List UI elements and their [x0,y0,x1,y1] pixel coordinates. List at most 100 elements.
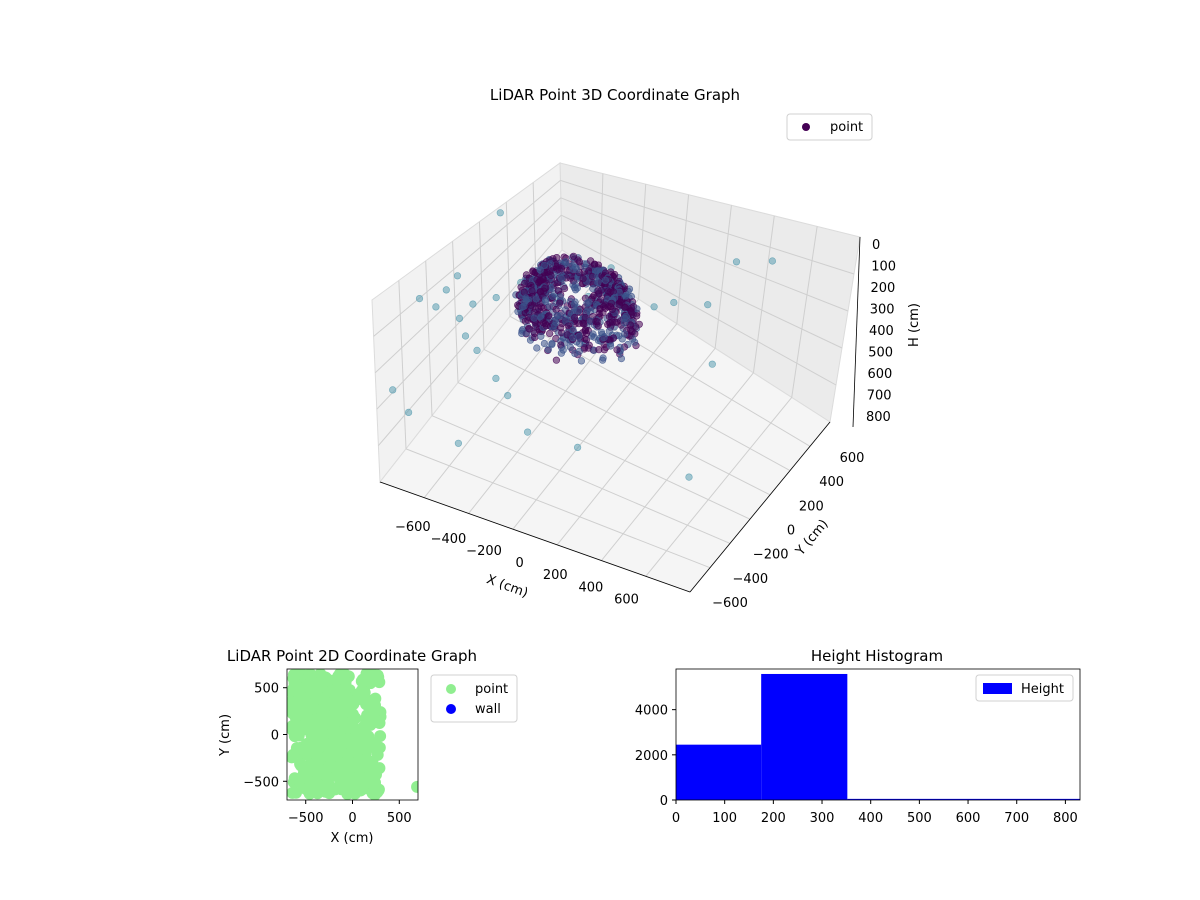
point-3d [536,266,544,274]
point-3d [589,330,597,338]
grid-line-3d [560,179,855,275]
point-3d [620,319,629,327]
point-2d [290,742,303,754]
point-3d [563,331,571,339]
y-tick-label-3d: 0 [787,524,795,539]
legend-histogram-box [975,674,1074,702]
point-3d [520,279,529,288]
grid-line-3d [676,194,690,324]
point-3d [557,265,565,273]
x-tick-label-histogram: 300 [810,811,835,826]
grid-line-3d [505,202,511,317]
point-2d [340,781,353,794]
point-3d [595,346,603,354]
point-2d [355,784,368,797]
ticks-2d: −500 −500 0 0 500 500 [243,682,411,826]
y-axis-label-3d: Y (cm) [792,517,831,560]
grid-line-3d [425,260,433,416]
point-3d [622,312,630,321]
points-3d [389,209,777,481]
x-tick-label-2d: −500 [288,811,324,826]
point-3d [540,339,549,348]
z-tick-label-3d: 700 [867,389,892,404]
point-3d [492,294,500,302]
point-3d [570,300,578,309]
point-2d [340,721,353,734]
point-2d [333,746,346,759]
point-3d [650,303,658,311]
grid-line-3d [512,323,678,530]
point-3d [585,341,593,349]
legend-2d-wall-marker [446,704,456,714]
legend-histogram: Height [975,674,1074,702]
x-tick-label-histogram: 600 [956,811,981,826]
point-2d [411,780,418,793]
point-3d [594,322,602,330]
point-3d [685,473,693,481]
x-tick-label-histogram: 100 [712,811,737,826]
y-tick-label-2d: 0 [271,729,279,744]
point-3d [556,299,564,307]
point-3d [605,327,613,335]
point-3d [542,322,551,330]
point-3d [527,301,535,309]
point-3d [670,298,678,307]
point-2d [294,758,307,770]
x-tick-label-3d: 0 [516,556,524,571]
z-tick-label-3d: 300 [870,303,895,318]
point-3d [537,303,545,311]
grid-line-3d [405,448,711,569]
point-2d [306,783,319,796]
point-3d [545,302,553,310]
point-3d [542,297,550,306]
point-3d [582,329,591,338]
histogram-bar [761,673,848,800]
point-3d [617,355,626,363]
point-3d [626,321,635,329]
point-3d [469,300,477,308]
point-3d [613,346,621,354]
chart-2d: LiDAR Point 2D Coordinate Graph −500−500… [218,647,518,846]
point-2d [342,754,355,767]
point-2d [317,728,330,741]
point-3d [570,313,579,322]
x-axis-line [379,481,691,593]
grid-line-3d [791,226,818,398]
point-3d [571,349,579,358]
point-3d [599,354,607,362]
point-3d [574,256,582,264]
point-3d [552,356,561,364]
point-3d [557,274,565,283]
point-3d [704,301,712,309]
point-3d [454,439,463,447]
grid-line-3d [645,397,793,577]
y-tick-label-3d: −200 [753,548,789,563]
point-3d [575,340,584,348]
grid-line-3d [752,215,775,373]
point-3d [627,307,635,316]
point-2d [300,748,313,761]
legend-2d-point-label: point [475,682,508,697]
point-2d [369,714,382,727]
grid-line-3d [373,180,561,337]
z-axis-line [852,236,861,428]
point-3d [569,334,577,342]
point-2d [296,708,309,721]
point-3d [601,276,610,284]
y-tick-label-3d: −600 [712,596,748,611]
point-3d [585,267,593,275]
point-3d [545,329,554,338]
point-2d [339,690,352,703]
point-3d [597,296,605,304]
point-2d [313,681,326,694]
point-3d [613,318,621,326]
point-3d [590,292,598,300]
point-3d [473,346,481,355]
point-3d [633,312,641,320]
point-2d [289,718,302,731]
point-3d [389,386,397,394]
point-3d [531,333,539,342]
point-2d [330,683,343,696]
point-3d [548,292,557,300]
